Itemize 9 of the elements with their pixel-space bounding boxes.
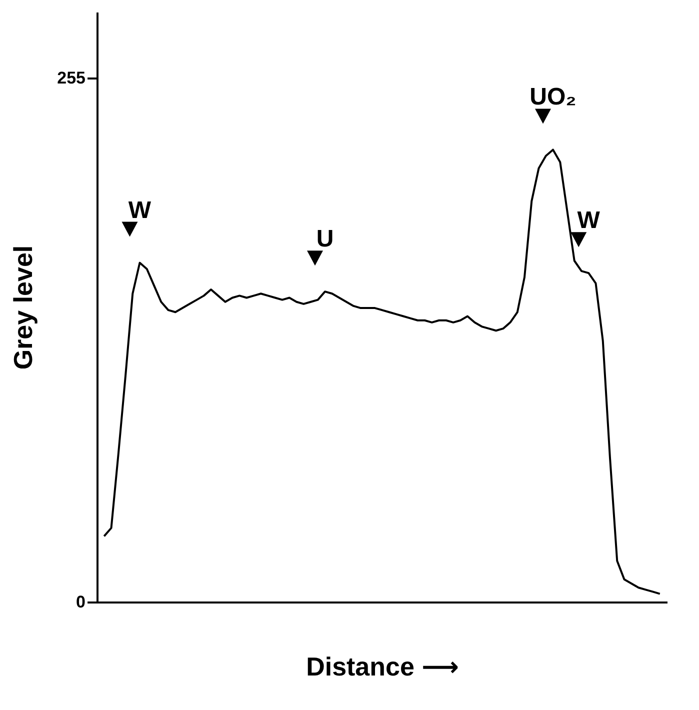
- annotation: W: [577, 207, 600, 234]
- y-tick-label: 0: [76, 592, 86, 612]
- annotation: UO₂: [530, 84, 576, 111]
- y-axis-title: Grey level: [8, 245, 38, 370]
- y-tick-label: 255: [57, 68, 86, 88]
- annotation: U: [316, 226, 334, 253]
- line-series: [103, 148, 661, 595]
- x-axis-title: Distance ⟶: [306, 652, 459, 682]
- annotation: W: [128, 196, 152, 224]
